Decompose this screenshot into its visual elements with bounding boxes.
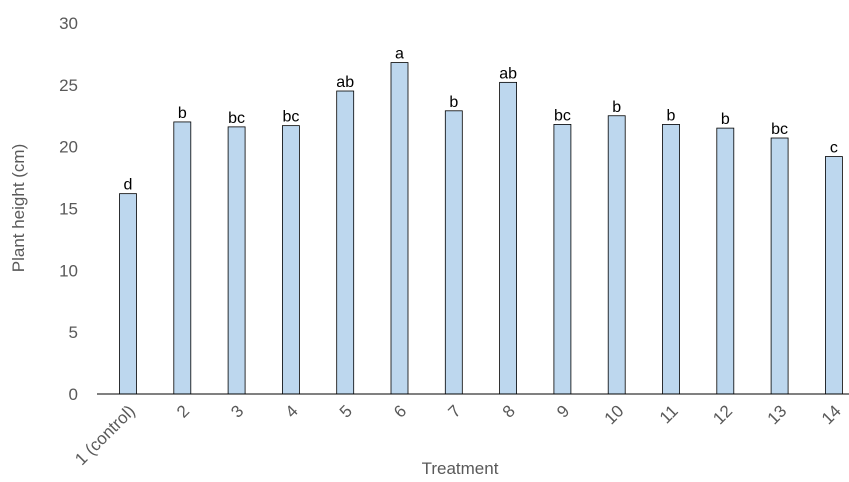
bar <box>716 127 735 395</box>
bar <box>227 126 246 395</box>
x-tick-label: 2 <box>173 401 193 421</box>
x-axis-title: Treatment <box>422 459 499 478</box>
x-axis: 1 (control) 2 3 4 5 6 7 8 9 10 11 12 13 14 <box>71 393 849 469</box>
bar-annotation: d <box>124 177 133 194</box>
bar-annotation: b <box>612 99 621 116</box>
y-tick-label: 5 <box>69 323 78 342</box>
bar <box>770 137 789 395</box>
bar-annotation: ab <box>499 65 517 82</box>
bar-annotation: a <box>395 46 404 63</box>
bar-annotation: ab <box>336 74 354 91</box>
bars <box>119 62 843 395</box>
bar-annotation: bc <box>554 107 571 124</box>
bar-annotation: b <box>178 105 187 122</box>
x-tick-label: 4 <box>282 401 302 421</box>
bar <box>553 124 572 395</box>
bar <box>390 62 409 395</box>
y-tick-label: 15 <box>59 200 78 219</box>
x-tick-label: 11 <box>656 401 682 427</box>
x-tick-label: 5 <box>336 401 356 421</box>
x-tick-label: 7 <box>444 401 464 421</box>
bar <box>607 115 626 395</box>
bar-annotation: b <box>721 111 730 128</box>
bar-annotation: c <box>830 140 838 157</box>
x-tick-label: 12 <box>709 401 736 428</box>
bar <box>444 110 463 395</box>
x-tick-label: 14 <box>818 401 845 428</box>
y-axis: 0 5 10 15 20 25 30 <box>59 14 78 404</box>
y-tick-label: 0 <box>69 385 78 404</box>
y-tick-label: 10 <box>59 261 78 280</box>
bar <box>825 156 843 395</box>
x-tick-label: 8 <box>499 401 519 421</box>
y-tick-label: 30 <box>59 14 78 33</box>
bar <box>281 125 300 395</box>
bar <box>499 81 518 395</box>
bar-annotation: bc <box>771 121 788 138</box>
y-tick-label: 25 <box>59 76 78 95</box>
bar-annotation: b <box>667 107 676 124</box>
x-tick-label: 13 <box>764 401 791 428</box>
x-tick-label: 6 <box>390 401 410 421</box>
bar-annotation: b <box>449 94 458 111</box>
x-tick-label: 10 <box>601 401 628 428</box>
bar-annotation: bc <box>282 109 299 126</box>
bar <box>662 124 680 395</box>
bar <box>336 90 355 395</box>
bar <box>119 193 137 395</box>
x-tick-label: 3 <box>227 401 247 421</box>
x-tick-label: 9 <box>553 401 573 421</box>
bar-annotation: bc <box>228 110 245 127</box>
bar <box>173 121 192 395</box>
x-tick-label: 1 (control) <box>71 401 139 469</box>
y-axis-title: Plant height (cm) <box>9 144 28 273</box>
y-tick-label: 20 <box>59 138 78 157</box>
